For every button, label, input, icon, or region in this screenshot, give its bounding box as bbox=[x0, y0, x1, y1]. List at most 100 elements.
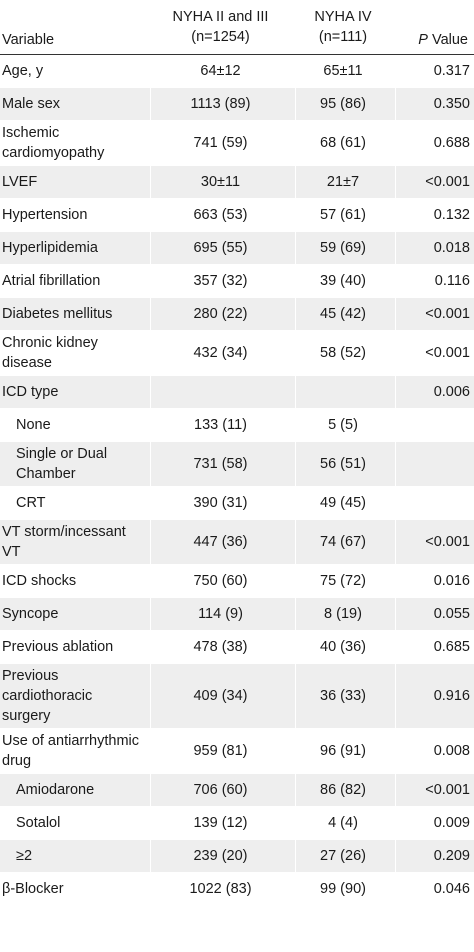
cell-variable: VT storm/incessant VT bbox=[0, 519, 150, 565]
header-p-rest: Value bbox=[427, 32, 468, 48]
cell-nyha-iv: 40 (36) bbox=[294, 630, 395, 664]
cell-nyha-ii-iii: 357 (32) bbox=[149, 264, 295, 298]
cell-nyha-iv: 39 (40) bbox=[294, 264, 395, 298]
cell-nyha-ii-iii: 30±11 bbox=[149, 165, 295, 199]
cell-nyha-ii-iii: 390 (31) bbox=[149, 486, 295, 520]
cell-variable: Sotalol bbox=[0, 806, 150, 840]
cell-nyha-ii-iii: 1113 (89) bbox=[149, 87, 295, 121]
cell-nyha-ii-iii: 695 (55) bbox=[149, 231, 295, 265]
table-row: ICD type 0.006 bbox=[0, 375, 474, 409]
table-row: Hypertension 663 (53) 57 (61) 0.132 bbox=[0, 198, 474, 232]
cell-variable: Hyperlipidemia bbox=[0, 231, 150, 265]
cell-p-value bbox=[394, 486, 474, 520]
cell-nyha-iv bbox=[294, 375, 395, 409]
cell-p-value bbox=[394, 408, 474, 442]
cell-p-value bbox=[394, 441, 474, 487]
cell-nyha-iv: 21±7 bbox=[294, 165, 395, 199]
cell-nyha-ii-iii: 741 (59) bbox=[149, 120, 295, 166]
cell-variable: Ischemic cardiomyopathy bbox=[0, 120, 150, 166]
cell-variable: β-Blocker bbox=[0, 872, 150, 906]
cell-nyha-iv: 57 (61) bbox=[294, 198, 395, 232]
cell-p-value: 0.016 bbox=[394, 564, 474, 598]
cell-p-value: <0.001 bbox=[394, 519, 474, 565]
cell-nyha-iv: 49 (45) bbox=[294, 486, 395, 520]
header-nyha-ii-iii: NYHA II and III (n=1254) bbox=[150, 0, 295, 55]
table-row: CRT 390 (31) 49 (45) bbox=[0, 486, 474, 520]
cell-nyha-iv: 45 (42) bbox=[294, 297, 395, 331]
table-row: β-Blocker 1022 (83) 99 (90) 0.046 bbox=[0, 872, 474, 906]
header-nyha-iv-label: NYHA IV bbox=[314, 9, 372, 25]
header-variable: Variable bbox=[0, 0, 150, 55]
cell-p-value: <0.001 bbox=[394, 773, 474, 807]
cell-nyha-iv: 56 (51) bbox=[294, 441, 395, 487]
cell-variable: CRT bbox=[0, 486, 150, 520]
cell-nyha-iv: 59 (69) bbox=[294, 231, 395, 265]
cell-p-value: <0.001 bbox=[394, 297, 474, 331]
cell-variable: ICD type bbox=[0, 375, 150, 409]
cell-nyha-ii-iii: 478 (38) bbox=[149, 630, 295, 664]
table-row: ≥2 239 (20) 27 (26) 0.209 bbox=[0, 839, 474, 873]
cell-nyha-iv: 74 (67) bbox=[294, 519, 395, 565]
cell-variable: Previous ablation bbox=[0, 630, 150, 664]
cell-p-value: 0.688 bbox=[394, 120, 474, 166]
cell-nyha-ii-iii: 133 (11) bbox=[149, 408, 295, 442]
cell-p-value: <0.001 bbox=[394, 330, 474, 376]
cell-variable: ≥2 bbox=[0, 839, 150, 873]
cell-nyha-iv: 99 (90) bbox=[294, 872, 395, 906]
cell-p-value: 0.685 bbox=[394, 630, 474, 664]
cell-variable: Chronic kidney disease bbox=[0, 330, 150, 376]
cell-variable: Single or Dual Chamber bbox=[0, 441, 150, 487]
cell-variable: Age, y bbox=[0, 54, 150, 88]
cell-nyha-ii-iii: 750 (60) bbox=[149, 564, 295, 598]
table-row: Syncope 114 (9) 8 (19) 0.055 bbox=[0, 597, 474, 631]
cell-variable: Atrial fibrillation bbox=[0, 264, 150, 298]
cell-variable: None bbox=[0, 408, 150, 442]
header-nyha-ii-iii-label: NYHA II and III bbox=[172, 9, 269, 25]
header-p-value: P Value bbox=[395, 0, 474, 55]
cell-nyha-ii-iii: 731 (58) bbox=[149, 441, 295, 487]
table-header-row: Variable NYHA II and III (n=1254) NYHA I… bbox=[0, 0, 474, 55]
cell-nyha-ii-iii: 663 (53) bbox=[149, 198, 295, 232]
cell-nyha-iv: 8 (19) bbox=[294, 597, 395, 631]
cell-nyha-ii-iii: 280 (22) bbox=[149, 297, 295, 331]
table-row: Single or Dual Chamber 731 (58) 56 (51) bbox=[0, 441, 474, 487]
table-row: LVEF 30±11 21±7 <0.001 bbox=[0, 165, 474, 199]
table-row: Sotalol 139 (12) 4 (4) 0.009 bbox=[0, 806, 474, 840]
cell-nyha-ii-iii: 432 (34) bbox=[149, 330, 295, 376]
cell-nyha-ii-iii: 114 (9) bbox=[149, 597, 295, 631]
cell-variable: Hypertension bbox=[0, 198, 150, 232]
cell-p-value: 0.116 bbox=[394, 264, 474, 298]
table-row: Male sex 1113 (89) 95 (86) 0.350 bbox=[0, 87, 474, 121]
cell-p-value: 0.008 bbox=[394, 728, 474, 774]
cell-nyha-iv: 65±11 bbox=[294, 54, 395, 88]
cell-p-value: 0.350 bbox=[394, 87, 474, 121]
cell-nyha-ii-iii: 239 (20) bbox=[149, 839, 295, 873]
header-nyha-iv-n: (n=111) bbox=[318, 29, 368, 45]
cell-p-value: <0.001 bbox=[394, 165, 474, 199]
cell-nyha-iv: 36 (33) bbox=[294, 663, 395, 729]
table-row: Diabetes mellitus 280 (22) 45 (42) <0.001 bbox=[0, 297, 474, 331]
table-body: Age, y 64±12 65±11 0.317 Male sex 1113 (89) 95… bbox=[0, 54, 474, 906]
cell-nyha-ii-iii: 1022 (83) bbox=[149, 872, 295, 906]
baseline-characteristics-table: Variable NYHA II and III (n=1254) NYHA I… bbox=[0, 0, 474, 906]
cell-variable: Amiodarone bbox=[0, 773, 150, 807]
cell-p-value: 0.055 bbox=[394, 597, 474, 631]
cell-p-value: 0.006 bbox=[394, 375, 474, 409]
cell-p-value: 0.317 bbox=[394, 54, 474, 88]
table-row: VT storm/incessant VT 447 (36) 74 (67) <0.0… bbox=[0, 519, 474, 565]
table-row: Previous ablation 478 (38) 40 (36) 0.685 bbox=[0, 630, 474, 664]
cell-variable: Diabetes mellitus bbox=[0, 297, 150, 331]
cell-nyha-iv: 58 (52) bbox=[294, 330, 395, 376]
cell-nyha-iv: 86 (82) bbox=[294, 773, 395, 807]
cell-nyha-iv: 68 (61) bbox=[294, 120, 395, 166]
table-row: ICD shocks 750 (60) 75 (72) 0.016 bbox=[0, 564, 474, 598]
cell-variable: LVEF bbox=[0, 165, 150, 199]
cell-nyha-ii-iii: 706 (60) bbox=[149, 773, 295, 807]
cell-p-value: 0.132 bbox=[394, 198, 474, 232]
cell-nyha-iv: 4 (4) bbox=[294, 806, 395, 840]
cell-nyha-iv: 27 (26) bbox=[294, 839, 395, 873]
cell-p-value: 0.046 bbox=[394, 872, 474, 906]
cell-p-value: 0.018 bbox=[394, 231, 474, 265]
header-nyha-iv: NYHA IV (n=111) bbox=[295, 0, 395, 55]
header-nyha-ii-iii-n: (n=1254) bbox=[191, 29, 250, 45]
